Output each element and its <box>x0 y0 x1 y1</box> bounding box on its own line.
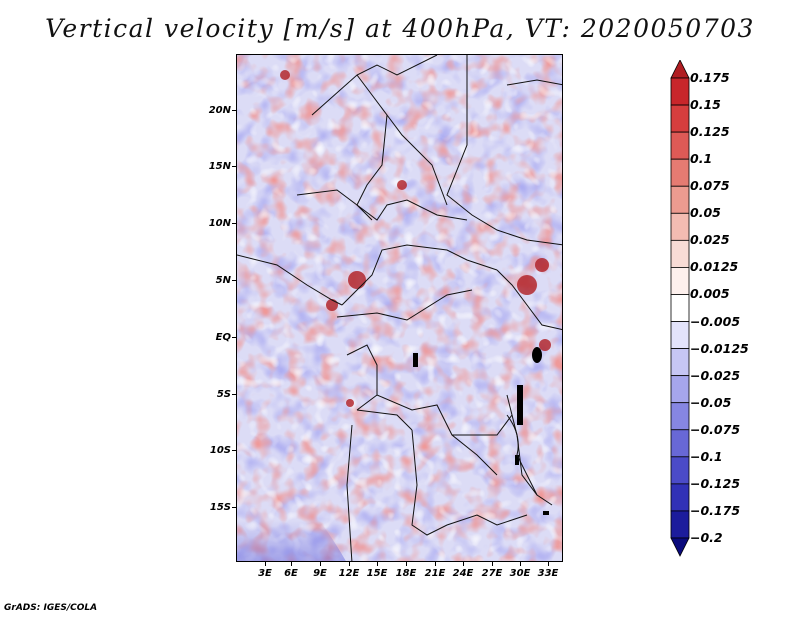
lat-label: 20N <box>208 105 231 116</box>
colorbar-segment <box>670 294 690 322</box>
lon-tick <box>520 562 521 566</box>
colorbar-segment <box>670 537 690 557</box>
colorbar-label: 0.15 <box>690 97 721 113</box>
lon-tick <box>320 562 321 566</box>
lakes <box>413 347 549 515</box>
colorbar-segment <box>670 321 690 349</box>
lon-label: 21E <box>424 568 446 579</box>
lat-tick <box>232 450 236 451</box>
colorbar-label: −0.05 <box>690 394 732 410</box>
colorbar-segment <box>670 77 690 106</box>
lat-label: 15N <box>208 161 231 172</box>
colorbar-segment <box>670 483 690 512</box>
lon-label: 9E <box>313 568 327 579</box>
colorbar-label: 0.025 <box>690 232 730 248</box>
lon-label: 6E <box>284 568 298 579</box>
lon-tick <box>548 562 549 566</box>
lat-label: 10S <box>209 445 231 456</box>
lon-tick <box>492 562 493 566</box>
neutral-pattern <box>237 55 562 561</box>
lon-tick <box>435 562 436 566</box>
colorbar-segment <box>670 104 690 133</box>
colorbar-label: 0.175 <box>690 70 730 85</box>
colorbar-label: −0.075 <box>690 421 741 437</box>
lat-tick <box>232 280 236 281</box>
lon-tick <box>377 562 378 566</box>
colorbar-label: 0.125 <box>690 124 730 140</box>
colorbar-segment <box>670 510 690 539</box>
colorbar-label: −0.025 <box>690 367 741 383</box>
lon-tick <box>265 562 266 566</box>
colorbar-segment <box>670 267 690 295</box>
colorbar-segment <box>670 456 690 485</box>
plot-title: Vertical velocity [m/s] at 400hPa, VT: 2… <box>45 14 755 43</box>
colorbar-segment <box>670 212 690 241</box>
colorbar <box>670 60 690 557</box>
velocity-map <box>236 54 563 562</box>
lat-label: 10N <box>208 218 231 229</box>
colorbar-segment <box>670 402 690 431</box>
colorbar-label: −0.125 <box>690 475 741 491</box>
colorbar-segment <box>670 60 690 79</box>
lake-tanganyika-outline <box>506 414 538 496</box>
lon-label: 12E <box>338 568 360 579</box>
lon-label: 15E <box>366 568 388 579</box>
convective-cores <box>280 70 551 407</box>
lon-label: 30E <box>509 568 531 579</box>
colorbar-segment <box>670 375 690 404</box>
colorbar-label: 0.1 <box>690 151 713 167</box>
lat-tick <box>232 394 236 395</box>
colorbar-segment <box>670 131 690 160</box>
colorbar-label: 0.05 <box>690 205 721 221</box>
lon-tick <box>349 562 350 566</box>
lat-label: 5N <box>215 275 231 286</box>
lat-tick <box>232 337 236 338</box>
colorbar-segment <box>670 158 690 187</box>
lon-label: 27E <box>481 568 503 579</box>
lon-tick <box>463 562 464 566</box>
lon-tick <box>291 562 292 566</box>
colorbar-label: −0.2 <box>690 530 723 545</box>
colorbar-label: 0.005 <box>690 286 730 302</box>
lon-label: 18E <box>395 568 417 579</box>
lon-tick <box>406 562 407 566</box>
colorbar-segment <box>670 429 690 458</box>
lon-label: 33E <box>537 568 559 579</box>
credit-text: GrADS: IGES/COLA <box>4 603 98 613</box>
colorbar-label: 0.075 <box>690 178 730 194</box>
colorbar-segment <box>670 348 690 377</box>
lat-tick <box>232 110 236 111</box>
colorbar-segment <box>670 185 690 214</box>
velocity-field <box>237 55 562 561</box>
lat-tick <box>232 223 236 224</box>
lat-tick <box>232 507 236 508</box>
country-borders <box>237 55 562 561</box>
colorbar-label: 0.0125 <box>690 259 739 275</box>
lon-label: 24E <box>452 568 474 579</box>
lat-label: 5S <box>216 389 231 400</box>
lat-label: 15S <box>209 502 231 513</box>
colorbar-label: −0.1 <box>690 448 723 464</box>
colorbar-label: −0.005 <box>690 313 741 329</box>
lon-label: 3E <box>258 568 272 579</box>
lat-label: EQ <box>215 332 231 343</box>
colorbar-label: −0.175 <box>690 502 741 518</box>
south-atlantic-descent <box>237 455 346 561</box>
lat-tick <box>232 166 236 167</box>
colorbar-label: −0.0125 <box>690 340 749 356</box>
colorbar-segment <box>670 239 690 268</box>
